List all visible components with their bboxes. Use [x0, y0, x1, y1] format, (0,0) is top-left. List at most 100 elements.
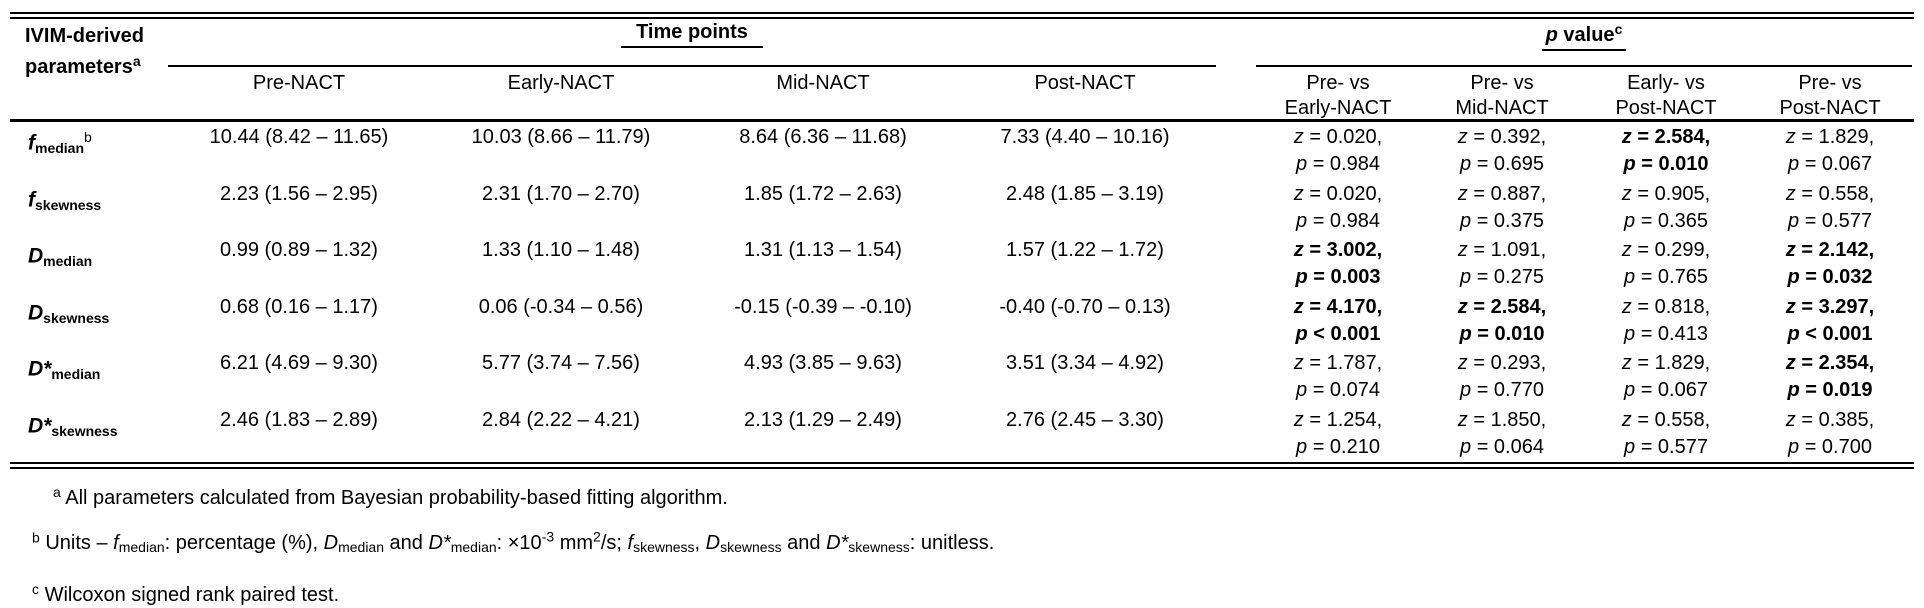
footnote-c-text: Wilcoxon signed rank paired test.	[44, 584, 340, 607]
parameter-symbol: D*	[28, 358, 52, 382]
header-gap	[1216, 19, 1256, 119]
p-value-cell-early-vs-post: z = 2.584, p = 0.010	[1584, 122, 1748, 179]
p-value: p = 0.210	[1296, 435, 1380, 458]
z-statistic: z = 0.558,	[1621, 408, 1711, 431]
z-statistic: z = 0.818,	[1621, 295, 1711, 318]
p-value-cell-pre-vs-mid: z = 1.091, p = 0.275	[1420, 235, 1584, 292]
column-gap	[1216, 292, 1256, 349]
z-statistic: z = 2.584,	[1621, 126, 1711, 148]
z-statistic: z = 0.299,	[1621, 239, 1711, 262]
bottom-double-rule	[10, 461, 1914, 469]
table-row: Dmedian 0.99 (0.89 – 1.32) 1.33 (1.10 – …	[10, 235, 1914, 292]
p-value: p = 0.010	[1459, 322, 1545, 345]
value-post-nact: 2.76 (2.45 – 3.30)	[1006, 408, 1164, 431]
footnote-a-text: All parameters calculated from Bayesian …	[65, 486, 728, 509]
footnote-marker-a-ref: a	[132, 53, 141, 69]
z-statistic: z = 1.091,	[1457, 239, 1547, 262]
p-value: p = 0.765	[1624, 266, 1708, 289]
p-value: p = 0.365	[1624, 209, 1708, 232]
p-value: p = 0.700	[1788, 435, 1872, 458]
parameter-subscript: skewness	[51, 423, 118, 440]
z-statistic: z = 0.020,	[1293, 182, 1383, 205]
p-value-cell-early-vs-post: z = 0.905, p = 0.365	[1584, 179, 1748, 236]
p-value: p = 0.695	[1460, 153, 1544, 175]
param-header-line1: IVIM-derived	[25, 25, 144, 47]
footnote-c-marker: c	[32, 581, 39, 598]
table-row: fmedianb 10.44 (8.42 – 11.65) 10.03 (8.6…	[10, 122, 1914, 179]
value-early-nact: 2.84 (2.22 – 4.21)	[482, 408, 640, 431]
parameter-symbol: D	[28, 301, 44, 325]
p-value-cell-pre-vs-post: z = 2.142, p = 0.032	[1748, 235, 1912, 292]
table-header: IVIM-derived parametersa Time points p v…	[10, 19, 1914, 122]
p-value-cell-early-vs-post: z = 0.299, p = 0.765	[1584, 235, 1748, 292]
p-value-cell-pre-vs-mid: z = 0.392, p = 0.695	[1420, 122, 1584, 179]
z-statistic: z = 0.293,	[1457, 352, 1547, 375]
p-value: p = 0.003	[1295, 266, 1381, 289]
value-early-nact: 1.33 (1.10 – 1.48)	[482, 239, 640, 262]
z-statistic: z = 2.142,	[1785, 239, 1875, 262]
p-value: p = 0.577	[1788, 209, 1872, 232]
value-pre-nact: 6.21 (4.69 – 9.30)	[220, 352, 378, 375]
col-header-early-vs-post: Early- vs Post-NACT	[1615, 72, 1717, 119]
value-pre-nact: 0.99 (0.89 – 1.32)	[220, 239, 378, 262]
p-value-cell-pre-vs-post: z = 0.385, p = 0.700	[1748, 405, 1912, 462]
col-header-pre-vs-post: Pre- vs Post-NACT	[1779, 72, 1881, 119]
parameter-symbol: f	[28, 188, 35, 212]
z-statistic: z = 1.787,	[1293, 352, 1383, 375]
parameter-label: fmedianb	[10, 122, 168, 179]
p-value-cell-pre-vs-early: z = 0.020, p = 0.984	[1256, 122, 1420, 179]
p-value: p = 0.375	[1460, 209, 1544, 232]
parameter-subscript: median	[43, 253, 93, 270]
column-gap	[1216, 235, 1256, 292]
value-post-nact: 2.48 (1.85 – 3.19)	[1006, 182, 1164, 205]
z-statistic: z = 0.558,	[1785, 182, 1875, 205]
parameter-label: Dmedian	[10, 235, 168, 292]
value-mid-nact: 1.31 (1.13 – 1.54)	[744, 239, 902, 262]
p-value-cell-early-vs-post: z = 0.818, p = 0.413	[1584, 292, 1748, 349]
col-header-early-nact: Early-NACT	[507, 72, 615, 94]
z-statistic: z = 0.385,	[1785, 408, 1875, 431]
footnote-a: a All parameters calculated from Bayesia…	[10, 479, 1914, 511]
z-statistic: z = 0.020,	[1293, 126, 1383, 148]
column-gap	[1216, 179, 1256, 236]
footnote-b-text: Units – fmedian: percentage (%), Dmedian…	[45, 528, 995, 556]
z-statistic: z = 3.297,	[1785, 295, 1875, 318]
p-value-cell-pre-vs-early: z = 3.002, p = 0.003	[1256, 235, 1420, 292]
parameter-subscript: skewness	[35, 196, 102, 213]
p-value: p = 0.074	[1296, 379, 1380, 402]
p-value: p = 0.275	[1460, 266, 1544, 289]
value-mid-nact: -0.15 (-0.39 – -0.10)	[734, 295, 912, 318]
table-row: D*median 6.21 (4.69 – 9.30) 5.77 (3.74 –…	[10, 348, 1914, 405]
p-value: p < 0.001	[1787, 322, 1873, 345]
ivim-parameters-table: IVIM-derived parametersa Time points p v…	[10, 12, 1914, 608]
footnote-a-marker: a	[53, 483, 61, 500]
value-mid-nact: 2.13 (1.29 – 2.49)	[744, 408, 902, 431]
p-value-cell-early-vs-post: z = 1.829, p = 0.067	[1584, 348, 1748, 405]
p-value: p = 0.413	[1624, 322, 1708, 345]
p-value-cell-pre-vs-post: z = 0.558, p = 0.577	[1748, 179, 1912, 236]
p-value-cell-pre-vs-mid: z = 0.293, p = 0.770	[1420, 348, 1584, 405]
p-value-group-header: p valuec	[1256, 19, 1912, 67]
parameter-symbol: D*	[28, 414, 52, 438]
p-value: p = 0.010	[1623, 153, 1709, 175]
col-header-pre-vs-early: Pre- vs Early-NACT	[1284, 72, 1392, 119]
z-statistic: z = 1.254,	[1293, 408, 1383, 431]
p-value: p = 0.067	[1624, 379, 1708, 402]
p-value-cell-pre-vs-post: z = 3.297, p < 0.001	[1748, 292, 1912, 349]
p-value: p = 0.019	[1787, 379, 1873, 402]
time-points-group-header: Time points	[168, 19, 1216, 67]
p-value-cell-pre-vs-early: z = 0.020, p = 0.984	[1256, 179, 1420, 236]
parameter-subscript: skewness	[43, 309, 110, 326]
value-pre-nact: 2.23 (1.56 – 2.95)	[220, 182, 378, 205]
col-header-pre-vs-mid: Pre- vs Mid-NACT	[1455, 72, 1549, 119]
table-row: D*skewness 2.46 (1.83 – 2.89) 2.84 (2.22…	[10, 405, 1914, 462]
parameter-label: D*median	[10, 348, 168, 405]
table-row: fskewness 2.23 (1.56 – 2.95) 2.31 (1.70 …	[10, 179, 1914, 236]
value-pre-nact: 10.44 (8.42 – 11.65)	[209, 126, 389, 148]
p-value: p = 0.770	[1460, 379, 1544, 402]
value-pre-nact: 0.68 (0.16 – 1.17)	[220, 295, 378, 318]
p-value: p = 0.064	[1460, 435, 1544, 458]
time-points-title: Time points	[621, 21, 763, 48]
parameter-label: D*skewness	[10, 405, 168, 462]
column-gap	[1216, 405, 1256, 462]
